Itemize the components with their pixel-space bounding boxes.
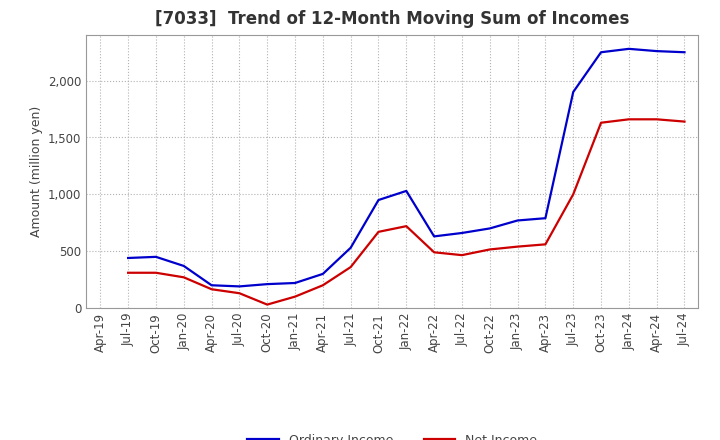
Net Income bbox=[402, 224, 410, 229]
Net Income bbox=[374, 229, 383, 235]
Y-axis label: Amount (million yen): Amount (million yen) bbox=[30, 106, 42, 237]
Net Income bbox=[652, 117, 661, 122]
Net Income bbox=[152, 270, 161, 275]
Net Income bbox=[263, 302, 271, 307]
Ordinary Income bbox=[124, 255, 132, 260]
Net Income bbox=[458, 253, 467, 258]
Ordinary Income bbox=[652, 48, 661, 54]
Ordinary Income bbox=[624, 46, 633, 51]
Ordinary Income bbox=[541, 216, 550, 221]
Ordinary Income bbox=[346, 245, 355, 250]
Net Income bbox=[680, 119, 689, 124]
Net Income bbox=[235, 290, 243, 296]
Ordinary Income bbox=[152, 254, 161, 260]
Net Income bbox=[179, 275, 188, 280]
Net Income bbox=[124, 270, 132, 275]
Net Income bbox=[318, 282, 327, 288]
Ordinary Income bbox=[458, 230, 467, 235]
Net Income bbox=[597, 120, 606, 125]
Net Income bbox=[291, 294, 300, 299]
Line: Net Income: Net Income bbox=[128, 119, 685, 304]
Net Income bbox=[485, 247, 494, 252]
Net Income bbox=[430, 249, 438, 255]
Ordinary Income bbox=[569, 89, 577, 95]
Ordinary Income bbox=[235, 284, 243, 289]
Net Income bbox=[207, 286, 216, 292]
Line: Ordinary Income: Ordinary Income bbox=[128, 49, 685, 286]
Ordinary Income bbox=[291, 280, 300, 286]
Ordinary Income bbox=[263, 282, 271, 287]
Ordinary Income bbox=[374, 198, 383, 203]
Ordinary Income bbox=[680, 50, 689, 55]
Ordinary Income bbox=[485, 226, 494, 231]
Ordinary Income bbox=[402, 188, 410, 194]
Net Income bbox=[541, 242, 550, 247]
Net Income bbox=[624, 117, 633, 122]
Ordinary Income bbox=[207, 282, 216, 288]
Ordinary Income bbox=[513, 218, 522, 223]
Net Income bbox=[346, 264, 355, 270]
Ordinary Income bbox=[179, 263, 188, 268]
Ordinary Income bbox=[597, 50, 606, 55]
Ordinary Income bbox=[318, 271, 327, 276]
Ordinary Income bbox=[430, 234, 438, 239]
Legend: Ordinary Income, Net Income: Ordinary Income, Net Income bbox=[243, 429, 542, 440]
Net Income bbox=[513, 244, 522, 249]
Title: [7033]  Trend of 12-Month Moving Sum of Incomes: [7033] Trend of 12-Month Moving Sum of I… bbox=[156, 10, 629, 28]
Net Income bbox=[569, 192, 577, 197]
